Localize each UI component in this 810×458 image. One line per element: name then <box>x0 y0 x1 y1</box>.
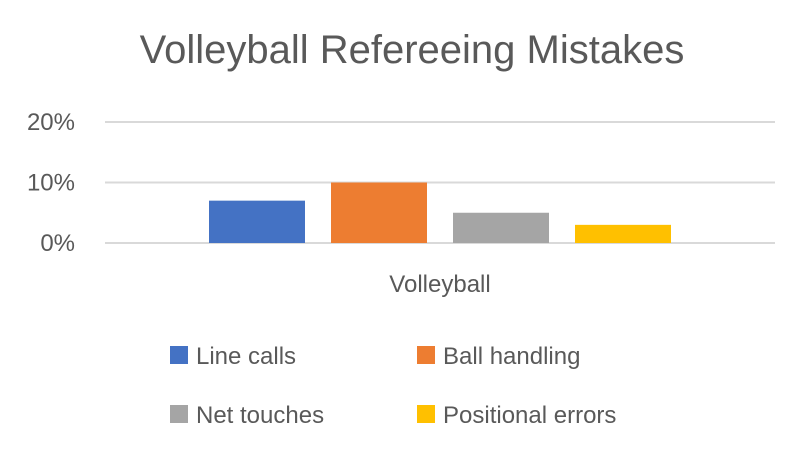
bar-line-calls <box>209 200 305 243</box>
legend-swatch <box>417 346 435 364</box>
legend-label: Ball handling <box>443 343 580 370</box>
legend-swatch <box>417 405 435 423</box>
bars <box>209 182 671 243</box>
y-tick-label: 10% <box>27 170 75 197</box>
legend: Line calls Ball handling Net touches Positi… <box>170 343 616 429</box>
y-tick-label: 20% <box>27 109 75 136</box>
x-axis-category-labels: Volleyball <box>389 271 490 298</box>
legend-swatch <box>170 346 188 364</box>
legend-item-net-touches: Net touches <box>170 402 324 429</box>
y-axis-tick-labels: 0% 10% 20% <box>27 109 75 257</box>
bar-ball-handling <box>331 182 427 243</box>
legend-label: Positional errors <box>443 402 616 429</box>
chart-title: Volleyball Refereeing Mistakes <box>140 28 685 72</box>
legend-item-positional-errors: Positional errors <box>417 402 616 429</box>
gridlines <box>105 121 775 244</box>
legend-item-ball-handling: Ball handling <box>417 343 580 370</box>
legend-item-line-calls: Line calls <box>170 343 296 370</box>
x-category-label: Volleyball <box>389 271 490 298</box>
bar-positional-errors <box>575 224 671 243</box>
y-tick-label: 0% <box>40 230 75 257</box>
legend-label: Line calls <box>196 343 296 370</box>
legend-swatch <box>170 405 188 423</box>
bar-net-touches <box>453 212 549 243</box>
legend-label: Net touches <box>196 402 324 429</box>
